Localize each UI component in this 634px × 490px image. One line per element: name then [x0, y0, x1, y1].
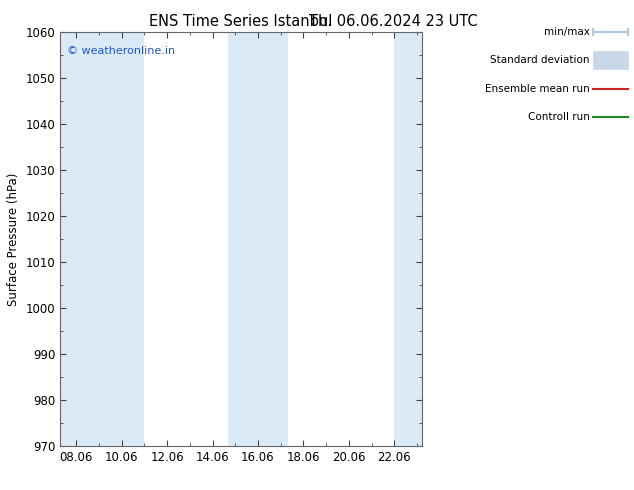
Text: ENS Time Series Istanbul: ENS Time Series Istanbul	[149, 14, 333, 29]
Text: © weatheronline.in: © weatheronline.in	[67, 47, 176, 56]
Text: Ensemble mean run: Ensemble mean run	[485, 84, 590, 94]
Text: min/max: min/max	[544, 27, 590, 37]
Text: Standard deviation: Standard deviation	[490, 55, 590, 65]
Text: Th. 06.06.2024 23 UTC: Th. 06.06.2024 23 UTC	[309, 14, 477, 29]
Text: Controll run: Controll run	[527, 112, 590, 122]
Bar	[60, 32, 99, 446]
Y-axis label: Surface Pressure (hPa): Surface Pressure (hPa)	[7, 172, 20, 306]
Bar	[228, 32, 265, 446]
Bar	[99, 32, 145, 446]
Bar	[394, 32, 422, 446]
Bar	[265, 32, 287, 446]
